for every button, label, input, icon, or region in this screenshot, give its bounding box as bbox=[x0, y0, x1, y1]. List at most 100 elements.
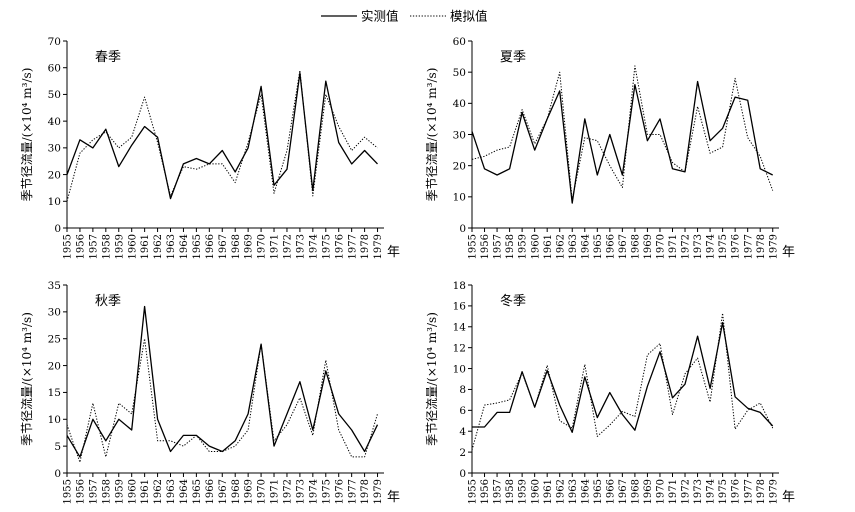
spring-x-tick-label: 1960 bbox=[127, 234, 138, 259]
spring-y-tick-label: 60 bbox=[48, 63, 61, 75]
spring-y-tick-label: 70 bbox=[48, 36, 61, 48]
spring-x-tick-label: 1966 bbox=[205, 234, 216, 259]
summer-y-tick-label: 50 bbox=[453, 67, 466, 79]
autumn-x-tick-label: 1972 bbox=[283, 479, 294, 504]
winter-x-tick-label: 1957 bbox=[493, 479, 504, 504]
winter-season-label: 冬季 bbox=[500, 293, 526, 309]
winter-x-tick-label: 1978 bbox=[756, 479, 767, 504]
summer-x-tick-label: 1973 bbox=[693, 234, 704, 259]
summer-y-tick-label: 10 bbox=[453, 192, 466, 204]
spring-x-tick-label: 1978 bbox=[360, 234, 371, 259]
autumn-x-tick-label: 1978 bbox=[360, 479, 371, 504]
winter-x-tick-label: 1974 bbox=[706, 479, 717, 504]
autumn-y-tick-label: 20 bbox=[48, 360, 61, 372]
winter-y-tick-label: 18 bbox=[453, 280, 466, 292]
spring-x-tick-label: 1973 bbox=[295, 234, 306, 259]
winter-x-tick-label: 1976 bbox=[731, 479, 742, 504]
autumn-y-tick-label: 10 bbox=[48, 414, 61, 426]
autumn-x-tick-label: 1960 bbox=[127, 479, 138, 504]
winter-y-tick-label: 4 bbox=[459, 426, 466, 438]
summer-x-tick-label: 1975 bbox=[718, 234, 729, 259]
winter-observed-line bbox=[472, 321, 774, 433]
spring-x-tick-label: 1975 bbox=[321, 234, 332, 259]
spring-x-tick-label: 1964 bbox=[179, 234, 190, 259]
winter-y-tick-label: 2 bbox=[459, 447, 466, 459]
autumn-y-tick-label: 25 bbox=[48, 334, 61, 346]
autumn-x-tick-label: 1973 bbox=[295, 479, 306, 504]
autumn-x-tick-label: 1967 bbox=[218, 479, 229, 504]
spring-y-tick-label: 0 bbox=[54, 223, 61, 235]
spring-x-tick-label: 1958 bbox=[101, 234, 112, 259]
autumn-x-tick-label: 1975 bbox=[321, 479, 332, 504]
spring-y-tick-label: 30 bbox=[48, 143, 61, 155]
spring-x-axis-label: 年 bbox=[387, 245, 400, 260]
spring-x-tick-label: 1967 bbox=[218, 234, 229, 259]
summer-x-axis-label: 年 bbox=[782, 245, 795, 260]
spring-x-tick-label: 1968 bbox=[231, 234, 242, 259]
spring-x-tick-label: 1976 bbox=[334, 234, 345, 259]
winter-x-tick-label: 1970 bbox=[656, 479, 667, 504]
spring-x-tick-label: 1956 bbox=[76, 234, 87, 259]
summer-x-tick-label: 1956 bbox=[480, 234, 491, 259]
winter-y-tick-label: 6 bbox=[459, 405, 466, 417]
legend-observed-label: 实测值 bbox=[361, 9, 399, 24]
winter-x-tick-label: 1961 bbox=[543, 479, 554, 504]
winter-x-tick-label: 1969 bbox=[643, 479, 654, 504]
autumn-x-tick-label: 1969 bbox=[244, 479, 255, 504]
summer-x-tick-label: 1959 bbox=[518, 234, 529, 259]
summer-x-tick-label: 1972 bbox=[681, 234, 692, 259]
summer-season-label: 夏季 bbox=[500, 50, 526, 65]
winter-x-tick-label: 1962 bbox=[555, 479, 566, 504]
autumn-y-tick-label: 0 bbox=[54, 468, 61, 480]
summer-x-tick-label: 1957 bbox=[493, 234, 504, 259]
summer-x-tick-label: 1976 bbox=[731, 234, 742, 259]
summer-x-tick-label: 1964 bbox=[580, 234, 591, 259]
spring-x-tick-label: 1974 bbox=[308, 234, 319, 259]
summer-x-tick-label: 1960 bbox=[530, 234, 541, 259]
winter-y-tick-label: 10 bbox=[453, 363, 466, 375]
summer-y-tick-label: 0 bbox=[459, 223, 466, 235]
spring-x-tick-label: 1963 bbox=[166, 234, 177, 259]
winter-y-tick-label: 8 bbox=[459, 384, 466, 396]
autumn-x-tick-label: 1963 bbox=[166, 479, 177, 504]
summer-x-tick-label: 1977 bbox=[743, 234, 754, 259]
winter-y-tick-label: 14 bbox=[453, 322, 467, 334]
summer-y-axis-title: 季节径流量/(×10⁴ m³/s) bbox=[425, 68, 439, 202]
autumn-x-tick-label: 1955 bbox=[63, 479, 74, 504]
autumn-x-tick-label: 1968 bbox=[231, 479, 242, 504]
summer-x-tick-label: 1974 bbox=[706, 234, 717, 259]
summer-x-tick-label: 1966 bbox=[605, 234, 616, 259]
spring-x-tick-label: 1972 bbox=[283, 234, 294, 259]
winter-x-tick-label: 1963 bbox=[568, 479, 579, 504]
autumn-x-tick-label: 1971 bbox=[270, 479, 281, 504]
autumn-x-tick-label: 1979 bbox=[373, 479, 384, 504]
summer-x-tick-label: 1961 bbox=[543, 234, 554, 259]
summer-x-tick-label: 1968 bbox=[630, 234, 641, 259]
winter-x-tick-label: 1979 bbox=[768, 479, 779, 504]
winter-x-tick-label: 1971 bbox=[668, 479, 679, 504]
spring-x-tick-label: 1970 bbox=[257, 234, 268, 259]
winter-x-tick-label: 1955 bbox=[468, 479, 479, 504]
winter-x-tick-label: 1972 bbox=[681, 479, 692, 504]
autumn-y-tick-label: 5 bbox=[54, 441, 61, 453]
summer-x-tick-label: 1970 bbox=[656, 234, 667, 259]
autumn-y-tick-label: 15 bbox=[48, 387, 61, 399]
autumn-y-tick-label: 30 bbox=[48, 307, 61, 319]
winter-x-tick-label: 1959 bbox=[518, 479, 529, 504]
summer-y-tick-label: 60 bbox=[453, 36, 466, 48]
autumn-x-tick-label: 1958 bbox=[101, 479, 112, 504]
winter-x-tick-label: 1966 bbox=[605, 479, 616, 504]
autumn-x-tick-label: 1956 bbox=[76, 479, 87, 504]
summer-x-tick-label: 1955 bbox=[468, 234, 479, 259]
spring-y-tick-label: 40 bbox=[48, 116, 61, 128]
autumn-x-tick-label: 1964 bbox=[179, 479, 190, 504]
summer-y-tick-label: 40 bbox=[453, 98, 466, 110]
winter-x-tick-label: 1973 bbox=[693, 479, 704, 504]
spring-x-tick-label: 1965 bbox=[192, 234, 203, 259]
spring-observed-line bbox=[66, 72, 378, 200]
autumn-x-tick-label: 1966 bbox=[205, 479, 216, 504]
